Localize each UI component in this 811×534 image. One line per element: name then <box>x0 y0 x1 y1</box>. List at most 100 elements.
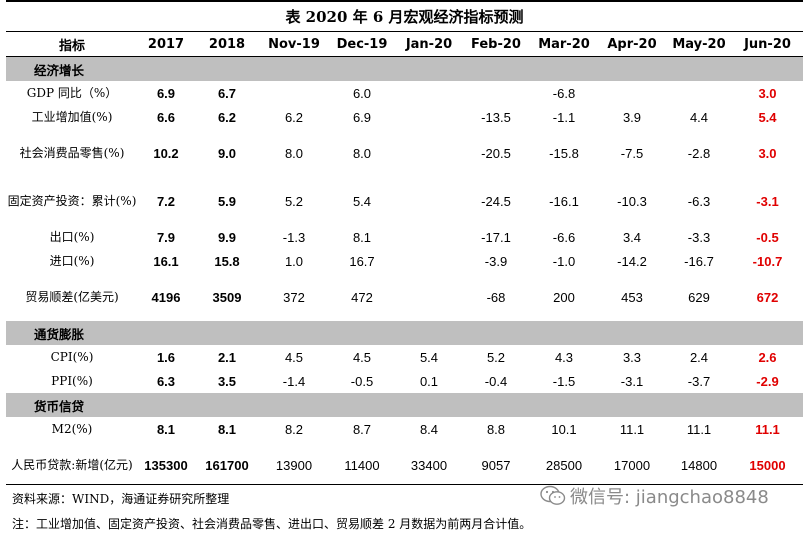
value-cell: 5.4 <box>419 349 439 365</box>
header-cell: May-20 <box>666 32 732 57</box>
value-cell: 8.8 <box>486 421 506 437</box>
section-row: 通货膨胀 <box>6 321 803 345</box>
value-cell: 453 <box>621 289 643 305</box>
value-cell: 7.2 <box>156 193 176 209</box>
indicator-name: CPI(%) <box>50 349 94 364</box>
value-cell: 8.0 <box>352 145 372 161</box>
indicator-name: 贸易顺差(亿美元) <box>25 289 119 304</box>
value-cell: 6.2 <box>217 109 237 125</box>
value-cell: 0.1 <box>419 373 439 389</box>
value-cell: 6.6 <box>156 109 176 125</box>
value-cell: 8.0 <box>284 145 304 161</box>
forecast-cell: 11.1 <box>755 421 780 437</box>
indicator-name: PPI(%) <box>51 373 93 388</box>
header-cell: Dec-19 <box>328 32 396 57</box>
value-cell: -1.4 <box>282 373 306 389</box>
value-cell: 10.2 <box>153 145 179 161</box>
indicator-name: M2(%) <box>51 421 93 436</box>
source-text: 资料来源：WIND，海通证券研究所整理 <box>12 492 230 506</box>
forecast-cell: 5.4 <box>758 109 777 125</box>
value-cell: 15.8 <box>214 253 240 269</box>
value-cell: -0.5 <box>350 373 374 389</box>
value-cell: 5.4 <box>352 193 372 209</box>
value-cell: 3.5 <box>217 373 237 389</box>
value-cell: 2.4 <box>689 349 709 365</box>
value-cell: 4.3 <box>554 349 574 365</box>
section-label: 通货膨胀 <box>6 321 803 345</box>
footer-rule <box>6 484 803 485</box>
table-title: 表 2020 年 6 月宏观经济指标预测 <box>6 0 803 32</box>
value-cell: 14800 <box>680 457 718 473</box>
value-cell: -10.3 <box>617 193 647 209</box>
indicator-name: 固定资产投资：累计(%) <box>7 193 137 208</box>
table-row: 进口(%) 16.1 15.8 1.0 16.7 -3.9 -1.0 -14.2 -16.7 -1… <box>6 249 803 273</box>
forecast-cell: -0.5 <box>756 229 779 245</box>
value-cell: 135300 <box>144 457 188 473</box>
indicator-name: 工业增加值(%) <box>31 109 113 124</box>
value-cell: 8.7 <box>352 421 372 437</box>
value-cell: 161700 <box>205 457 249 473</box>
value-cell: 6.0 <box>352 85 372 101</box>
value-cell: 16.1 <box>153 253 179 269</box>
forecast-cell: 15000 <box>749 457 786 473</box>
value-cell: -3.3 <box>687 229 711 245</box>
value-cell <box>260 81 328 105</box>
value-cell <box>396 105 462 129</box>
forecast-cell: 672 <box>756 289 779 305</box>
header-cell: 指标 <box>6 32 138 57</box>
value-cell: -14.2 <box>617 253 647 269</box>
value-cell: -17.1 <box>481 229 511 245</box>
header-cell: Feb-20 <box>462 32 530 57</box>
value-cell: -0.4 <box>484 373 508 389</box>
value-cell: 13900 <box>275 457 313 473</box>
value-cell: -1.1 <box>552 109 576 125</box>
value-cell: 16.7 <box>349 253 375 269</box>
value-cell <box>396 273 462 321</box>
value-cell: 472 <box>351 289 373 305</box>
table-row: PPI(%) 6.3 3.5 -1.4 -0.5 0.1 -0.4 -1.5 -3.1 -3.7 -… <box>6 369 803 393</box>
value-cell: 17000 <box>613 457 651 473</box>
indicator-name: 社会消费品零售(%) <box>19 145 125 160</box>
table-row: M2(%) 8.1 8.1 8.2 8.7 8.4 8.8 10.1 11.1 11.1 11.1 <box>6 417 803 441</box>
header-cell: 2017 <box>138 32 194 57</box>
value-cell: -7.5 <box>620 145 644 161</box>
table-row: 贸易顺差(亿美元) 4196 3509 372 472 -68 200 453 629 672 <box>6 273 803 321</box>
value-cell: 4.5 <box>352 349 372 365</box>
value-cell: -1.0 <box>552 253 576 269</box>
table-row: 固定资产投资：累计(%) 7.2 5.9 5.2 5.4 -24.5 -16.1 -10.3 -… <box>6 177 803 225</box>
value-cell: -3.9 <box>484 253 508 269</box>
header-cell: Apr-20 <box>598 32 666 57</box>
value-cell: 3509 <box>212 289 242 305</box>
wechat-icon <box>540 485 566 505</box>
value-cell: 9.0 <box>217 145 237 161</box>
value-cell: 2.1 <box>217 349 237 365</box>
value-cell: -24.5 <box>481 193 511 209</box>
value-cell: -6.3 <box>687 193 711 209</box>
value-cell: -3.1 <box>620 373 644 389</box>
table-row: 人民币贷款:新增(亿元) 135300 161700 13900 11400 33400 9… <box>6 441 803 489</box>
value-cell: 200 <box>553 289 575 305</box>
forecast-cell: 3.0 <box>758 145 777 161</box>
value-cell <box>396 177 462 225</box>
section-row: 货币信贷 <box>6 393 803 417</box>
header-cell: Nov-19 <box>260 32 328 57</box>
value-cell: 3.4 <box>622 229 642 245</box>
value-cell: 7.9 <box>156 229 176 245</box>
section-label: 货币信贷 <box>6 393 803 417</box>
indicator-name: 出口(%) <box>49 229 95 244</box>
table-row: 工业增加值(%) 6.6 6.2 6.2 6.9 -13.5 -1.1 3.9 4.4 5.4 <box>6 105 803 129</box>
value-cell <box>396 81 462 105</box>
value-cell: 9057 <box>481 457 511 473</box>
value-cell: -16.1 <box>549 193 579 209</box>
value-cell: 1.0 <box>284 253 304 269</box>
value-cell: 9.9 <box>217 229 237 245</box>
value-cell: 11.1 <box>619 421 645 437</box>
value-cell: -68 <box>486 289 506 305</box>
indicator-name: 进口(%) <box>49 253 95 268</box>
value-cell <box>396 225 462 249</box>
value-cell: 8.2 <box>284 421 304 437</box>
table-row: CPI(%) 1.6 2.1 4.5 4.5 5.4 5.2 4.3 3.3 2.4 2.6 <box>6 345 803 369</box>
value-cell: 8.1 <box>217 421 237 437</box>
value-cell <box>666 81 732 105</box>
value-cell: 5.9 <box>217 193 237 209</box>
